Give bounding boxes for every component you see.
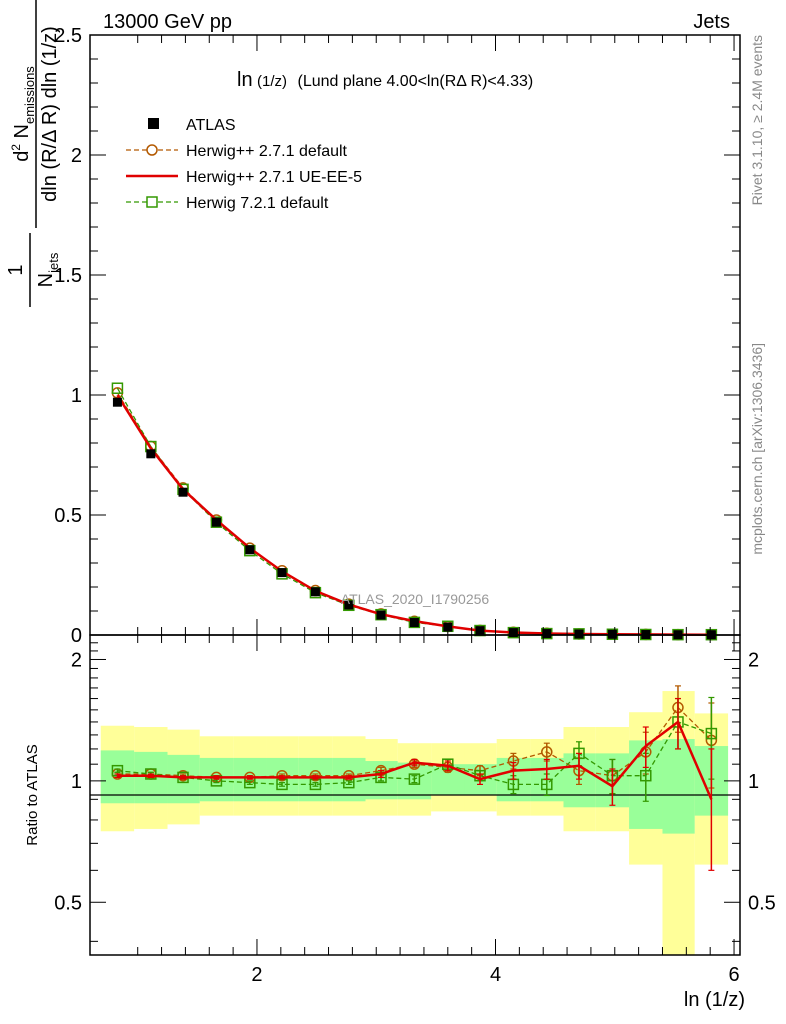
data-point (245, 545, 255, 555)
data-point (376, 610, 386, 620)
y-tick-label-top: 0.5 (54, 505, 82, 527)
plot-subtitle: ln (1/z) (Lund plane 4.00<ln(RΔ R)<4.33) (237, 69, 533, 91)
y-label-d2n: d2 Nemissions (9, 66, 37, 162)
x-tick-label: 2 (251, 964, 262, 986)
subtitle-ln: ln (237, 69, 253, 91)
y-tick-label-top: 1.5 (54, 265, 82, 287)
axes-frames (89, 34, 741, 956)
point-main (111, 382, 124, 394)
analysis-watermark: ATLAS_2020_I1790256 (341, 591, 490, 607)
point-main (210, 516, 223, 528)
data-point (574, 629, 584, 639)
legend-label: ATLAS (186, 117, 236, 134)
legend-marker-circle (146, 144, 158, 156)
data-point (409, 618, 419, 628)
legend-label: Herwig++ 2.7.1 UE-EE-5 (186, 169, 362, 186)
y-label-denominator: dln (R/Δ R) dln (1/z) (39, 26, 61, 202)
point-ratio (640, 769, 652, 782)
point-ratio (276, 769, 288, 782)
y-tick-label-top: 0 (71, 625, 82, 647)
subtitle-rest: (Lund plane 4.00<ln(RΔ R)<4.33) (297, 73, 533, 90)
legend-item: Herwig++ 2.7.1 UE-EE-5 (126, 169, 362, 186)
y-tick-label-ratio: 0.5 (54, 892, 82, 914)
data-point (508, 628, 518, 638)
y-label-one: 1 (5, 264, 27, 275)
data-point (112, 397, 122, 407)
legend: ATLAS Herwig++ 2.7.1 default Herwig++ 2.7.… (126, 117, 362, 212)
y-tick-label-ratio-right: 2 (748, 649, 759, 671)
band-inner-bin (662, 739, 695, 834)
legend-label: Herwig 7.2.1 default (186, 195, 329, 212)
legend-item: Herwig 7.2.1 default (126, 195, 329, 212)
data-point (475, 626, 485, 636)
legend-label: Herwig++ 2.7.1 default (186, 143, 348, 160)
ratio-uncertainty-bands (100, 691, 729, 955)
legend-item: Herwig++ 2.7.1 default (126, 143, 348, 160)
header-right: Jets (693, 11, 730, 33)
point-ratio (541, 746, 553, 758)
point-ratio (145, 768, 157, 780)
data-point (277, 568, 287, 578)
x-axis-label: ln (1/z) (684, 989, 745, 1011)
side-rivet-label: Rivet 3.1.10, ≥ 2.4M events (749, 35, 765, 205)
y-tick-label-top: 2 (71, 145, 82, 167)
y-tick-label-top: 2.5 (54, 25, 82, 47)
point-ratio (408, 773, 421, 785)
header-left: 13000 GeV pp (103, 11, 232, 33)
point-ratio (705, 727, 718, 740)
y-tick-label-ratio: 1 (71, 771, 82, 793)
axis-ticks: 0 0.5 1 1.5 2 2.5 0.5 0.5 1 1 2 2 2 4 6 (54, 25, 776, 986)
y-tick-label-ratio-right: 0.5 (748, 892, 776, 914)
subtitle-arg: (1/z) (257, 73, 287, 90)
data-point (344, 600, 354, 610)
point-ratio (309, 769, 322, 782)
data-point (211, 517, 221, 527)
data-point (146, 449, 156, 459)
x-tick-label: 4 (490, 964, 501, 986)
data-point (542, 629, 552, 639)
y-tick-label-ratio: 2 (71, 649, 82, 671)
legend-marker-square (146, 196, 158, 208)
y-tick-label-ratio-right: 1 (748, 771, 759, 793)
legend-marker-data (148, 118, 159, 129)
y-tick-label-top: 1 (71, 385, 82, 407)
side-mcplots-label: mcplots.cern.ch [arXiv:1306.3436] (749, 343, 765, 555)
legend-item: ATLAS (148, 117, 236, 134)
data-point (178, 487, 188, 497)
y-axis-label-bottom: Ratio to ATLAS (24, 744, 41, 845)
data-point (310, 587, 320, 597)
x-tick-label: 6 (728, 964, 739, 986)
ratio-panel-frame (89, 634, 741, 956)
y-axis-label-top: 1 Njets d2 Nemissions dln (R/Δ R) dln (1… (5, 0, 61, 307)
